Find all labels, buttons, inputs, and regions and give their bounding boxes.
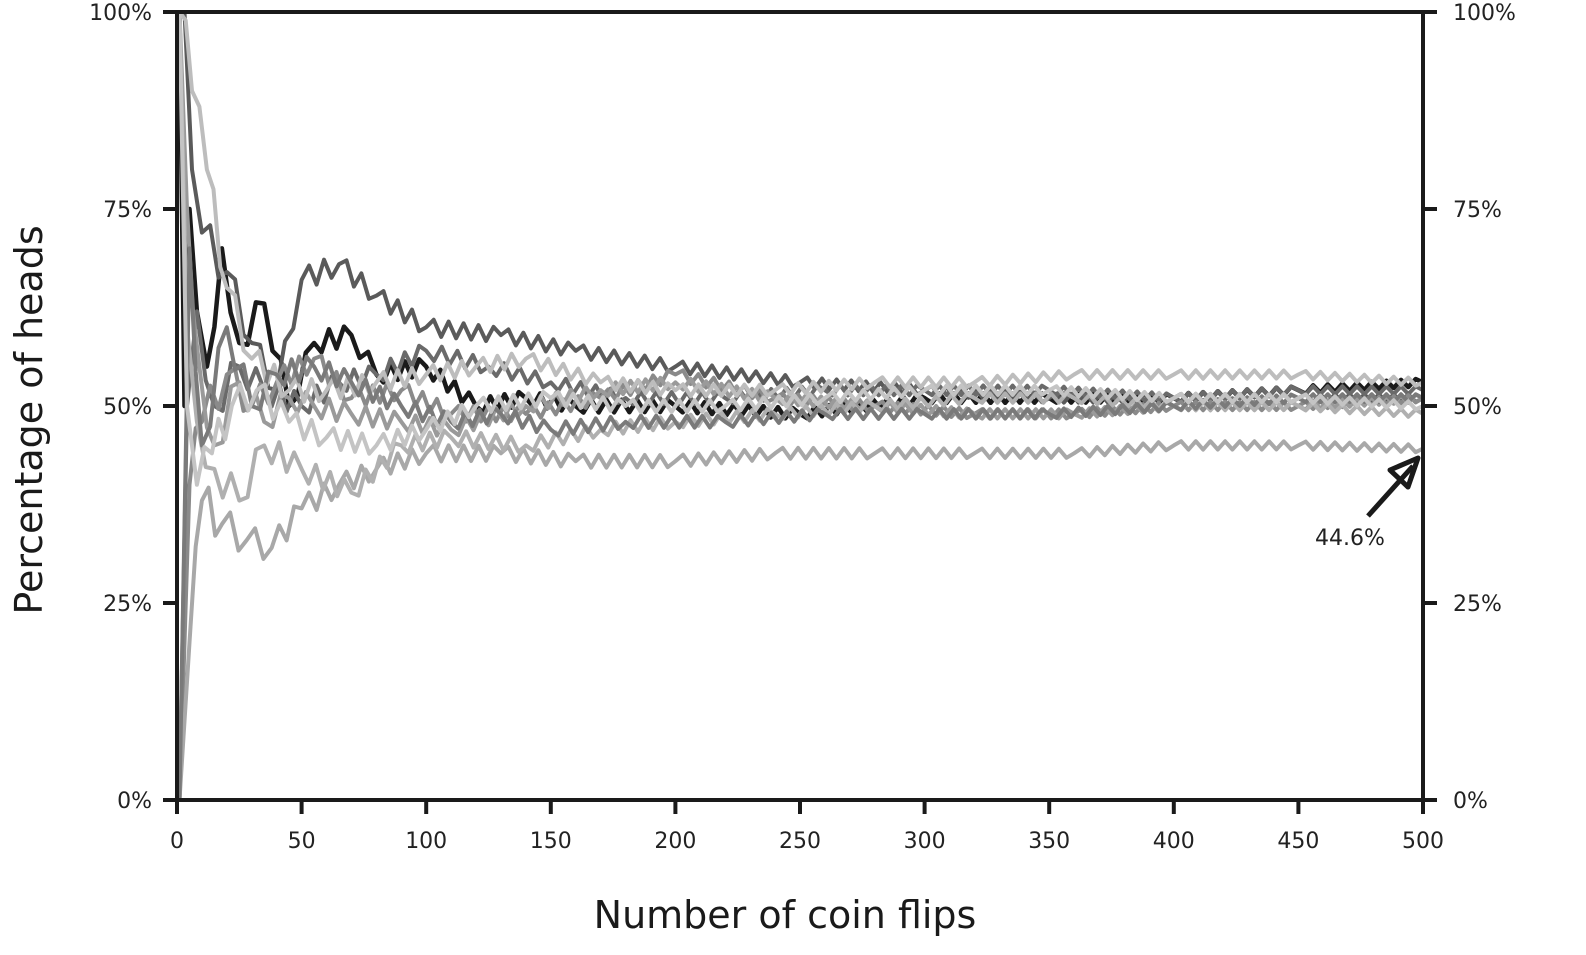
right-y-tick-label-25: 25% (1453, 592, 1502, 617)
annotation-44-6: 44.6% (1315, 455, 1421, 551)
annotation-label: 44.6% (1315, 526, 1385, 551)
annotation-arrow-head (1387, 455, 1421, 490)
series-line-1 (177, 11, 1424, 421)
series-line-9 (177, 246, 1424, 801)
x-axis-ticks: 0 50 100 150 200 250 300 350 400 450 500 (170, 800, 1444, 854)
left-y-tick-label-25: 25% (103, 592, 152, 617)
series-line-6 (177, 439, 1424, 801)
right-y-tick-label-50: 50% (1453, 395, 1502, 420)
x-tick-label-250: 250 (779, 829, 821, 854)
x-tick-label-400: 400 (1153, 829, 1195, 854)
series-line-3 (177, 309, 1424, 801)
series-line-10 (177, 11, 1424, 487)
x-tick-label-450: 450 (1277, 829, 1319, 854)
left-y-tick-label-75: 75% (103, 198, 152, 223)
left-y-tick-label-0: 0% (117, 789, 152, 814)
left-y-tick-label-50: 50% (103, 395, 152, 420)
x-axis-title: Number of coin flips (594, 893, 977, 937)
x-tick-label-500: 500 (1402, 829, 1444, 854)
series-line-4 (177, 353, 1425, 801)
series-line-8 (177, 10, 1424, 404)
right-axis-ticks: 0% 25% 50% 75% 100% (1423, 1, 1516, 814)
right-y-tick-label-75: 75% (1453, 198, 1502, 223)
right-y-tick-label-100: 100% (1453, 1, 1516, 26)
x-tick-label-300: 300 (904, 829, 946, 854)
x-tick-label-200: 200 (654, 829, 696, 854)
left-y-tick-label-100: 100% (89, 1, 152, 26)
series-line-7 (177, 11, 1425, 503)
x-tick-label-0: 0 (170, 829, 184, 854)
x-tick-label-150: 150 (530, 829, 572, 854)
x-tick-label-350: 350 (1028, 829, 1070, 854)
left-axis-ticks: 0% 25% 50% 75% 100% (89, 1, 177, 814)
annotation-arrow-shaft (1366, 464, 1415, 518)
x-tick-label-50: 50 (288, 829, 316, 854)
x-tick-label-100: 100 (405, 829, 447, 854)
y-axis-title: Percentage of heads (7, 225, 51, 614)
series-line-2 (179, 10, 1424, 405)
right-y-tick-label-0: 0% (1453, 789, 1488, 814)
series-layer (177, 10, 1425, 801)
